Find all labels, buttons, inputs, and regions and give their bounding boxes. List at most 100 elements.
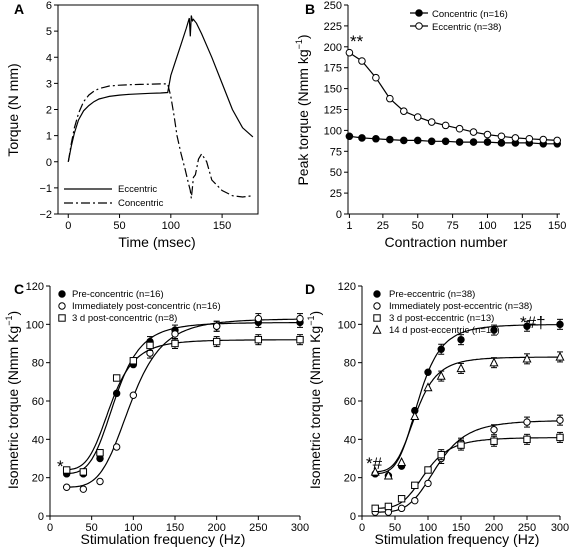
panel-b-series-1-point — [455, 138, 464, 146]
panel-d-x-tick-label: 300 — [551, 522, 569, 534]
panel-c-series-3-point — [129, 357, 138, 365]
panel-c-series-2-point — [129, 391, 138, 399]
panel-b-series-1-point — [427, 137, 436, 146]
panel-b-series-2-point — [497, 132, 506, 141]
panel-c-y-tick-label: 80 — [32, 358, 44, 370]
panel-b-series-2-point — [469, 128, 478, 136]
legend-d-post-marker — [373, 302, 381, 310]
panel-d-y-tick-label: 80 — [344, 358, 356, 370]
panel-c-y-label: Isometric torque (Nmm Kg−1) — [4, 311, 21, 489]
panel-b-series-1-point — [497, 139, 506, 147]
panel-b-series-2-point — [553, 136, 562, 145]
panel-label-d: D — [305, 281, 315, 297]
panel-d-series-3-point — [384, 502, 393, 511]
panel-c-x-label: Stimulation frequency (Hz) — [81, 531, 246, 547]
panel-c-x-tick-label: 300 — [291, 522, 309, 534]
panel-label-b: B — [305, 1, 315, 17]
legend-c-pre: Pre-concentric (n=16) — [72, 289, 164, 300]
panel-a-y-tick-label: 2 — [46, 105, 52, 117]
panel-a-y-tick-label: 6 — [46, 0, 52, 12]
panel-c-series-2-point — [112, 443, 121, 451]
panel-d-series-2-point — [424, 479, 432, 488]
panel-b-series-2-point — [372, 73, 380, 82]
panel-d-y-tick-label: 0 — [350, 511, 356, 523]
panel-b-x-tick-label: 25 — [377, 220, 389, 232]
panel-a-x-tick-label: 100 — [162, 220, 180, 232]
panel-a-y-label: Torque (N mm) — [5, 63, 21, 156]
panel-a-y-tick-label: 1 — [46, 131, 52, 143]
panel-b-x-tick-label: 150 — [548, 220, 566, 232]
panel-c-x-tick-label: 0 — [47, 522, 53, 534]
panel-c-series-3-point — [254, 335, 263, 344]
panel-d-series-1-point — [556, 320, 564, 329]
panel-d-series-3-point — [523, 435, 531, 444]
panel-a-y-tick-label: 5 — [46, 26, 52, 38]
panel-d-series-4-point — [383, 470, 393, 480]
legend-c-post: Immediately post-concentric (n=16) — [72, 301, 221, 312]
panel-b-series-1-point — [372, 134, 380, 143]
panel-c-series-2-point — [96, 477, 104, 486]
panel-b-y-tick-label: 100 — [324, 125, 342, 137]
panel-d-y-label-main: Isometric torque (Nmm Kg — [307, 326, 323, 489]
legend-c-3d-marker — [58, 314, 66, 322]
panel-d-x-tick-label: 250 — [518, 522, 536, 534]
panel-b-series-2-point — [525, 134, 534, 143]
legend-b-concentric-marker — [415, 9, 423, 17]
panel-a-x-label: Time (msec) — [118, 234, 195, 250]
panel-d-y-tick-label: 100 — [338, 319, 356, 331]
panel-b-series-1-point — [345, 132, 354, 141]
legend-a-eccentric: Eccentric — [118, 184, 157, 195]
panel-d-y-label-end: ) — [307, 311, 323, 316]
panel-c-series-2-point — [254, 314, 263, 323]
panel-d-series-2-point — [411, 496, 419, 505]
panel-d-series-2-point — [523, 418, 531, 426]
panel-b-y-tick-label: 150 — [324, 84, 342, 96]
panel-d-series-3-point — [424, 466, 432, 474]
panel-b-series-1-point — [399, 136, 408, 145]
panel-a-y-tick-label: 0 — [46, 157, 52, 169]
panel-d-series-1-fit — [375, 324, 560, 475]
legend-d-3d: 3 d post-eccentric (n=13) — [389, 313, 494, 324]
panel-c-y-tick-label: 100 — [26, 319, 44, 331]
panel-b-x-tick-label: 1 — [346, 220, 352, 232]
panel-d-series-4-point — [555, 351, 565, 361]
panel-d-series-3-point — [411, 481, 419, 490]
panel-d-x-tick-label: 100 — [419, 522, 437, 534]
panel-d-series-4-point — [522, 353, 532, 363]
panel-b-series-1-point — [469, 138, 478, 146]
panel-c-series-3-point — [62, 466, 71, 474]
panel-d-series-3-point — [437, 450, 445, 459]
panel-b-series-1-point — [483, 138, 492, 146]
panel-c-series-2-point — [171, 330, 179, 338]
legend-b-concentric: Concentric (n=16) — [432, 9, 508, 20]
panel-a-y-tick-label: −2 — [39, 209, 52, 221]
panel-b-series-1-point — [441, 137, 450, 146]
panel-c-y-tick-label: 40 — [32, 434, 44, 446]
panel-c-y-label-main: Isometric torque (Nmm Kg — [5, 326, 21, 489]
panel-d-x-tick-label: 50 — [389, 522, 401, 534]
panel-b-x-tick-label: 50 — [412, 220, 424, 232]
panel-d-series-1-point — [523, 322, 531, 330]
panel-b-series-2-point — [539, 135, 548, 144]
panel-b-y-tick-label: 175 — [324, 63, 342, 75]
legend-b-eccentric: Eccentric (n=38) — [432, 22, 501, 33]
panel-d-series-4-point — [489, 357, 499, 367]
panel-d-series-3-point — [397, 495, 406, 503]
panel-d-y-tick-label: 20 — [344, 473, 356, 485]
panel-a-series-2-line — [67, 83, 253, 199]
panel-a-y-tick-label: 3 — [46, 78, 52, 90]
panel-b-series-2-point — [441, 121, 450, 130]
panel-d-series-4-point — [410, 411, 420, 421]
panel-d-series-4-point — [370, 466, 380, 476]
panel-c-series-2-point — [62, 483, 71, 491]
panel-a-y-tick-label: −1 — [39, 183, 52, 195]
panel-b-series-1-line — [349, 135, 558, 145]
panel-c-series-3-point — [79, 468, 88, 476]
legend-c-post-marker — [58, 302, 66, 310]
legend-d-pre: Pre-eccentric (n=38) — [389, 289, 475, 300]
panel-d-series-3-point — [457, 441, 465, 449]
panel-b-x-label: Contraction number — [385, 234, 508, 250]
panel-b-series-2-point — [386, 94, 394, 103]
panel-d-series-2-point — [556, 416, 564, 424]
